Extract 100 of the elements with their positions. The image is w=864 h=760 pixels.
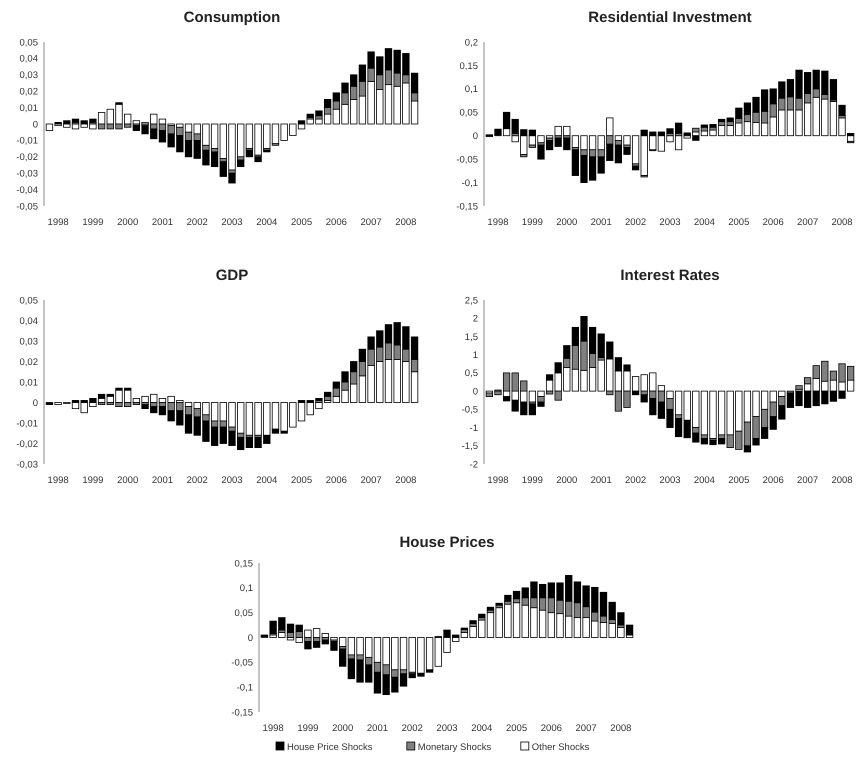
x-tick-label: 2004 — [471, 723, 492, 734]
x-tick-label: 2005 — [290, 475, 312, 486]
y-tick-label: -1 — [470, 422, 478, 434]
x-tick-label: 2007 — [576, 723, 597, 734]
x-tick-label: 2000 — [556, 475, 578, 486]
x-tick-label: 2008 — [831, 217, 853, 228]
x-tick-label: 2005 — [728, 475, 750, 486]
x-tick-label: 2001 — [590, 217, 612, 228]
y-tick-label: 0 — [472, 131, 478, 142]
x-tick-label: 2002 — [625, 217, 646, 228]
x-tick-label: 1999 — [297, 723, 318, 734]
y-tick-label: 0,1 — [464, 84, 478, 96]
x-tick-label: 2003 — [659, 217, 681, 228]
y-tick-label: -1,5 — [462, 441, 478, 452]
x-tick-label: 2006 — [762, 475, 784, 486]
y-tick-label: -0,15 — [231, 707, 253, 718]
x-tick-label: 2005 — [506, 723, 528, 734]
y-tick-label: -0,1 — [236, 682, 253, 694]
y-tick-label: 0,15 — [234, 558, 253, 570]
y-tick-label: 2 — [472, 314, 478, 325]
y-tick-label: 0,01 — [20, 102, 38, 114]
x-tick-label: 2007 — [797, 475, 818, 486]
x-tick-label: 1999 — [82, 475, 104, 486]
x-tick-label: 1999 — [522, 217, 543, 228]
x-tick-label: 2002 — [186, 475, 208, 486]
x-tick-label: 2005 — [290, 217, 312, 228]
x-tick-label: 2001 — [366, 723, 388, 734]
x-tick-label: 2004 — [694, 217, 715, 228]
x-tick-label: 2006 — [540, 723, 562, 734]
y-tick-label: -2 — [470, 459, 478, 470]
y-tick-label: 0,1 — [240, 583, 253, 594]
y-tick-label: -0,02 — [16, 438, 38, 450]
x-tick-label: 2003 — [221, 217, 243, 228]
x-tick-label: 2007 — [360, 475, 382, 486]
x-tick-label: 2005 — [728, 217, 750, 228]
x-tick-label: 1998 — [487, 475, 509, 486]
x-tick-label: 2007 — [797, 217, 818, 228]
y-tick-label: -0,01 — [16, 418, 38, 430]
y-tick-label: 0 — [472, 386, 478, 398]
x-tick-label: 1998 — [487, 217, 509, 228]
x-tick-label: 2000 — [117, 475, 138, 486]
x-tick-label: 2006 — [762, 217, 784, 228]
x-tick-label: 2004 — [256, 217, 278, 228]
y-tick-label: 0,01 — [20, 377, 38, 388]
x-tick-label: 2000 — [117, 217, 138, 228]
x-tick-label: 2004 — [694, 475, 715, 486]
y-tick-label: 0 — [32, 119, 38, 130]
x-tick-label: 1998 — [48, 475, 69, 486]
y-tick-label: -0,02 — [16, 152, 38, 164]
chart-title: Interest Rates — [620, 267, 720, 284]
y-tick-label: -0,01 — [16, 136, 38, 147]
x-tick-label: 2008 — [610, 723, 632, 734]
y-tick-label: 0,05 — [20, 295, 38, 306]
x-tick-label: 2001 — [152, 217, 174, 228]
y-tick-label: -0,15 — [456, 201, 478, 212]
x-tick-label: 2008 — [831, 475, 853, 486]
y-tick-label: 0,03 — [20, 70, 38, 82]
legend-label: Monetary Shocks — [418, 742, 492, 753]
x-tick-label: 2007 — [360, 217, 382, 228]
x-tick-label: 2003 — [436, 723, 458, 734]
y-tick-label: -0,05 — [16, 201, 38, 212]
x-tick-label: 2006 — [326, 475, 347, 486]
x-tick-label: 2002 — [402, 723, 423, 734]
legend-label: House Price Shocks — [287, 742, 373, 753]
x-tick-label: 2001 — [590, 475, 612, 486]
x-tick-label: 2008 — [395, 217, 416, 228]
x-tick-label: 2000 — [332, 723, 354, 734]
y-tick-label: 0,02 — [20, 356, 38, 368]
chart-title: Residential Investment — [588, 9, 752, 26]
x-tick-label: 2002 — [625, 475, 646, 486]
x-tick-label: 2001 — [152, 475, 174, 486]
y-tick-label: 0,04 — [20, 54, 38, 65]
x-tick-label: 1998 — [262, 723, 284, 734]
x-tick-label: 1999 — [522, 475, 543, 486]
y-tick-label: 1 — [472, 350, 478, 361]
y-tick-label: 0 — [248, 632, 253, 644]
chart-title: House Prices — [399, 534, 495, 551]
y-tick-label: 2,5 — [464, 295, 478, 306]
y-tick-label: 0 — [32, 398, 38, 409]
x-tick-label: 2002 — [186, 217, 208, 228]
y-tick-label: -0,04 — [16, 184, 38, 196]
x-tick-label: 2003 — [221, 475, 243, 486]
chart-title: GDP — [216, 267, 248, 284]
y-tick-label: 0,05 — [20, 37, 38, 48]
y-tick-label: 0,02 — [20, 86, 38, 98]
y-tick-label: 0,05 — [234, 608, 253, 619]
y-tick-label: -0,5 — [462, 404, 478, 416]
chart-title: Consumption — [184, 9, 280, 26]
y-tick-label: -0,03 — [16, 459, 38, 470]
y-tick-label: -0,1 — [462, 178, 478, 189]
y-tick-label: 0,2 — [464, 37, 478, 48]
x-tick-label: 2000 — [556, 217, 578, 228]
x-tick-label: 1998 — [48, 217, 69, 228]
x-tick-label: 2003 — [659, 475, 681, 486]
y-tick-label: 0,03 — [20, 336, 38, 348]
x-tick-label: 2004 — [256, 475, 278, 486]
x-tick-label: 1999 — [82, 217, 104, 228]
y-tick-label: 1,5 — [464, 332, 478, 343]
y-tick-label: -0,05 — [231, 658, 253, 669]
y-tick-label: 0,05 — [460, 108, 478, 119]
